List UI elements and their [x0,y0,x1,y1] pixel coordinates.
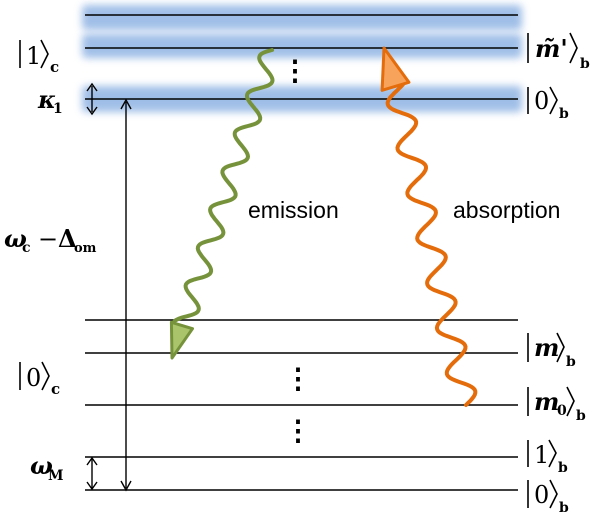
omega-m-arrow [86,456,98,491]
label-zero-upper-sub: b [559,106,569,122]
minus-sign: − [38,225,58,253]
kappa-arrow [86,82,98,116]
absorption-arrowhead [380,46,411,92]
label-zero-lower-ket: 0 [534,481,549,509]
omega-c-sub: c [22,240,31,256]
label-one: 1 b [527,439,568,476]
upper-band-glow [82,5,522,112]
emission-label: emission [248,197,339,223]
cavity-upper-ket: 1 [26,42,41,70]
label-one-ket: 1 [534,441,549,469]
delta-symbol: Δ [58,224,77,253]
omega-m-sub: M [48,468,64,484]
kappa-sub: 1 [53,101,63,117]
kappa-symbol: κ [37,85,56,114]
kappa-label: κ 1 [37,85,63,117]
label-m-prime: m̃' b [527,32,590,72]
omega-c-symbol: ω [4,224,27,253]
absorption-wave [385,82,478,407]
cavity-lower-ket: 0 [26,364,41,392]
label-zero-upper: 0 b [527,86,569,122]
label-m0: m 0 b [527,386,586,424]
ellipsis-upper: ⋮ [281,54,309,87]
ellipsis-lower-1: ⋮ [284,362,312,395]
cavity-lower-sub: c [51,380,60,398]
cavity-upper-sub: c [50,58,59,76]
label-m-prime-sub: b [580,56,590,72]
emission-arrowhead [169,320,194,360]
label-m-sub: b [566,354,576,370]
omega-m-label: ω M [30,451,64,484]
delta-sub: om [74,241,97,256]
absorption-label: absorption [453,197,560,223]
band-top [82,5,522,30]
cavity-label-upper: 1 c [19,39,59,76]
cavity-label-lower: 0 c [19,361,60,398]
ellipsis-lower-2: ⋮ [284,414,312,447]
label-m: m b [527,332,576,370]
label-one-sub: b [558,460,568,476]
label-m-ket: m [534,333,559,362]
label-m0-ket-sub: 0 [557,403,567,419]
label-m0-ket: m [534,387,559,416]
omega-c-arrow [120,98,132,492]
omega-m-symbol: ω [30,451,53,480]
label-m-prime-ket: m̃' [535,34,568,63]
label-m0-sub: b [576,408,586,424]
omega-c-delta-label: ω c − Δ om [4,224,97,256]
label-zero-lower: 0 b [527,479,569,516]
label-zero-lower-sub: b [559,500,569,516]
band-middle [82,34,522,58]
label-zero-upper-ket: 0 [534,87,549,115]
emission-wave [171,48,275,325]
